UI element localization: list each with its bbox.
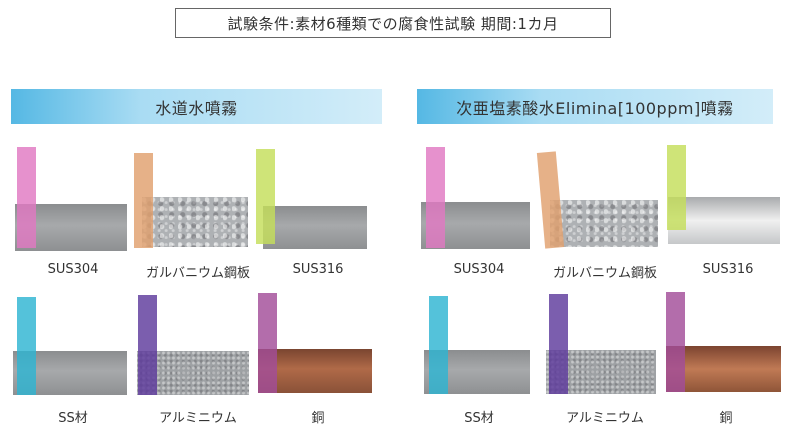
test-strip bbox=[549, 294, 568, 394]
test-strip bbox=[138, 295, 157, 395]
sample-plate bbox=[263, 206, 367, 249]
test-condition-text: 試験条件:素材6種類での腐食性試験 期間:1カ月 bbox=[227, 14, 559, 33]
panel-header-elimina: 次亜塩素酸水Elimina[100ppm]噴霧 bbox=[417, 89, 773, 124]
test-strip bbox=[429, 296, 448, 394]
test-strip bbox=[256, 149, 275, 244]
test-strip bbox=[134, 153, 153, 248]
sample-plate bbox=[142, 197, 248, 247]
sample-label: SS材 bbox=[464, 411, 494, 426]
sample-label: ガルバニウム鋼板 bbox=[145, 266, 250, 281]
test-strip bbox=[426, 147, 445, 248]
test-strip bbox=[17, 147, 36, 248]
test-condition-box: 試験条件:素材6種類での腐食性試験 期間:1カ月 bbox=[175, 8, 611, 38]
test-strip bbox=[667, 145, 686, 230]
sample-plate bbox=[258, 349, 372, 393]
test-strip bbox=[666, 292, 685, 392]
sample-label: SUS304 bbox=[47, 262, 99, 277]
panel-header-tap-water: 水道水噴霧 bbox=[11, 89, 382, 124]
sample-plate bbox=[666, 346, 781, 392]
sample-label: SUS316 bbox=[702, 262, 754, 277]
panel-title: 次亜塩素酸水Elimina[100ppm]噴霧 bbox=[456, 98, 734, 118]
sample-label: 銅 bbox=[311, 411, 325, 426]
sample-label: 銅 bbox=[719, 411, 733, 426]
test-strip bbox=[17, 297, 36, 395]
sample-plate bbox=[668, 197, 780, 244]
sample-label: SUS316 bbox=[292, 262, 344, 277]
sample-label: アルミニウム bbox=[566, 411, 644, 426]
sample-label: ガルバニウム鋼板 bbox=[552, 266, 657, 281]
test-strip bbox=[258, 293, 277, 393]
sample-label: SS材 bbox=[58, 411, 88, 426]
panel-title: 水道水噴霧 bbox=[155, 98, 238, 118]
test-strip bbox=[536, 151, 565, 249]
sample-label: SUS304 bbox=[453, 262, 505, 277]
sample-label: アルミニウム bbox=[159, 411, 237, 426]
sample-plate bbox=[550, 200, 658, 247]
